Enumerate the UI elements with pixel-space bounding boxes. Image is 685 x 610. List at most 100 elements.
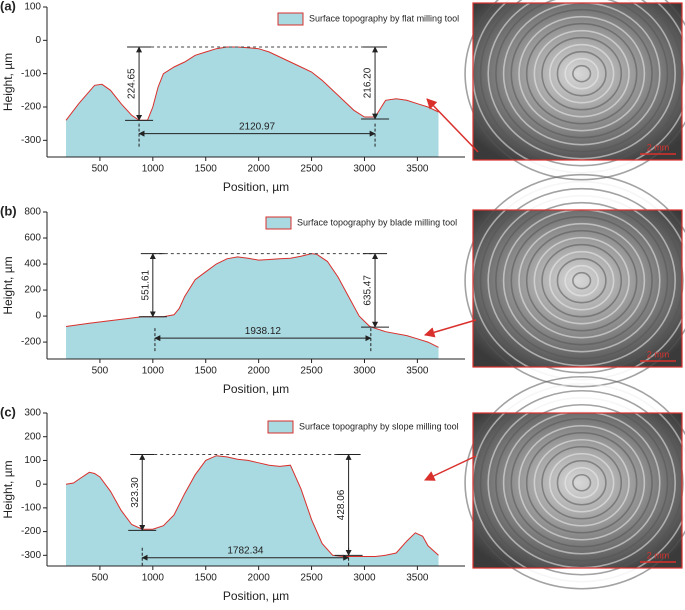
x-axis-label: Position, µm [223,589,289,603]
dimension-label: 635.47 [363,275,374,306]
x-tick-label: 2500 [300,573,323,584]
photo-ring [495,0,669,153]
area-fill [66,47,439,157]
photo-ring [548,250,615,311]
photo-ring [548,43,615,104]
x-tick-label: 1000 [142,164,165,175]
y-tick-label: -300 [21,550,41,561]
photo-ring [510,8,653,139]
legend-swatch [267,420,294,434]
legend-label: Surface topography by blade milling tool [297,217,457,227]
dimension-label: 1782.34 [227,545,264,556]
pointer-arrow [426,98,479,153]
y-tick-label: -300 [21,135,41,146]
y-axis-label: Height, µm [1,460,15,518]
y-tick-label: 800 [24,207,41,218]
x-tick-label: 2000 [248,164,271,175]
area-fill [66,253,439,359]
y-tick-label: 600 [24,233,41,244]
x-tick-label: 1500 [195,164,218,175]
x-tick-label: 3500 [406,366,429,377]
photo-ring [518,15,646,132]
x-tick-label: 3000 [353,573,376,584]
x-tick-label: 500 [92,366,109,377]
panel-label: (c) [0,404,16,419]
photo-ring [572,473,592,492]
x-tick-label: 3000 [353,366,376,377]
legend-label: Surface topography by flat milling tool [309,13,459,23]
y-tick-label: 100 [24,455,41,466]
photo-ring [556,257,607,304]
panel-label: (b) [0,203,17,218]
photo-ring [541,243,623,318]
scale-label: 2 mm [647,142,670,152]
photo-ring [572,64,592,83]
x-tick-label: 1500 [195,366,218,377]
y-tick-label: 100 [24,2,41,13]
photo-ring [533,236,630,325]
y-tick-label: -100 [21,503,41,514]
x-tick-label: 1000 [142,366,165,377]
dimension-label: 216.20 [363,67,374,98]
pointer-arrow [424,455,477,481]
y-tick-label: 0 [35,35,41,46]
photo-ring [541,36,623,111]
x-tick-label: 500 [92,164,109,175]
y-tick-label: 0 [35,311,41,322]
y-axis-label: Height, µm [1,256,15,314]
x-axis-label: Position, µm [223,180,289,194]
scale-label: 2 mm [647,349,670,359]
y-tick-label: -100 [21,68,41,79]
dimension-label: 323.30 [130,477,141,508]
legend-label: Surface topography by slope milling tool [299,421,459,431]
x-tick-label: 2000 [248,366,271,377]
y-tick-label: 400 [24,259,41,270]
photo-ring [464,173,685,388]
micrograph [464,0,685,181]
photo-ring [525,22,638,125]
y-tick-label: -200 [21,102,41,113]
photo-ring [564,57,599,90]
legend-swatch [265,216,292,230]
photo-ring [525,229,638,332]
panel-label: (a) [0,0,16,13]
dimension-label: 551.61 [140,269,151,300]
photo-ring [556,50,607,97]
photo-ring [487,194,676,367]
dimension-label: 1938.12 [245,326,282,337]
y-tick-label: 200 [24,285,41,296]
photo-ring [479,187,684,374]
photo-ring [564,264,599,297]
x-tick-label: 3500 [406,164,429,175]
photo-ring [495,201,669,360]
photo-ring [541,445,623,520]
photo-ring [487,0,676,160]
area-fill [66,455,439,566]
profile-line [65,455,439,557]
photo-ring [518,424,646,541]
photo-ring [510,417,653,548]
photo-ring [502,410,661,555]
y-tick-label: -200 [21,526,41,537]
micrograph [464,375,685,590]
photo-ring [518,222,646,339]
photo-border [472,412,683,569]
photo-ring [479,389,684,576]
x-tick-label: 2500 [300,366,323,377]
x-tick-label: 2500 [300,164,323,175]
photo-ring [479,0,684,167]
photo-ring [464,0,685,181]
scale-label: 2 mm [647,550,670,560]
micrograph [464,173,685,388]
photo-ring [548,452,615,513]
photo-ring [533,438,630,527]
x-tick-label: 3500 [406,573,429,584]
pointer-arrow [423,319,477,338]
x-tick-label: 500 [92,573,109,584]
x-axis-label: Position, µm [223,382,289,396]
photo-ring [510,215,653,346]
photo-ring [556,459,607,506]
x-tick-label: 1000 [142,573,165,584]
